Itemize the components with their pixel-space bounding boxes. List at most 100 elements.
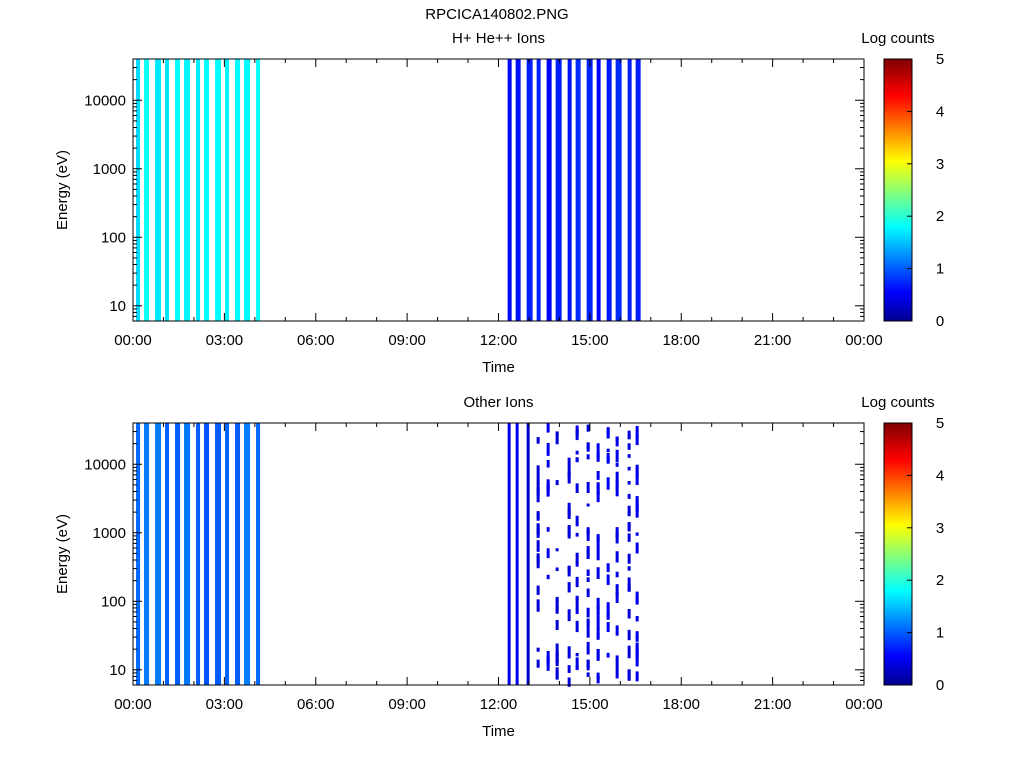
spectrogram-cell <box>627 481 631 485</box>
spectrogram-cell <box>536 495 540 503</box>
spectrogram-cell <box>627 645 631 659</box>
x-tick-label: 06:00 <box>297 332 335 349</box>
spectrogram-cell <box>615 437 619 442</box>
spectrogram-cell <box>586 481 590 493</box>
spectrogram-stripe <box>155 423 162 685</box>
data-segment-2 <box>507 423 639 687</box>
spectrogram-cell <box>627 436 631 440</box>
spectrogram-cell <box>586 659 590 671</box>
spectrogram-cell <box>615 655 619 667</box>
spectrogram-cell <box>586 607 590 618</box>
spectrogram-stripe <box>507 423 511 685</box>
spectrogram-stripe <box>196 59 201 321</box>
spectrogram-cell <box>536 523 540 535</box>
y-tick-label: 1000 <box>93 525 126 542</box>
spectrogram-cell <box>586 442 590 450</box>
spectrogram-cell <box>596 547 600 561</box>
spectrogram-cell <box>575 457 579 463</box>
spectrogram-stripe <box>184 59 191 321</box>
spectrogram-cell <box>627 577 631 589</box>
spectrogram-cell <box>627 493 631 499</box>
spectrogram-cell <box>635 506 639 518</box>
colorbar-tick-label: 4 <box>936 103 944 120</box>
spectrogram-cell <box>596 534 600 542</box>
spectrogram-stripe <box>136 423 141 685</box>
spectrogram-cell <box>627 609 631 619</box>
spectrogram-cell <box>575 515 579 527</box>
spectrogram-cell <box>615 571 619 578</box>
spectrogram-cell <box>575 552 579 564</box>
spectrogram-cell <box>575 561 579 567</box>
spectrogram-cell <box>615 625 619 636</box>
y-tick-label: 100 <box>101 229 126 246</box>
spectrogram-cell <box>635 644 639 657</box>
spectrogram-stripe <box>196 423 201 685</box>
spectrogram-cell <box>575 620 579 633</box>
spectrogram-cell <box>627 629 631 641</box>
spectrogram-cell <box>606 622 610 633</box>
spectrogram-cell <box>536 437 540 444</box>
spectrogram-cell <box>536 531 540 538</box>
spectrogram-cell <box>536 647 540 652</box>
y-axis-label: Energy (eV) <box>54 514 71 594</box>
spectrogram-cell <box>635 655 639 667</box>
colorbar-tick-label: 0 <box>936 313 944 330</box>
x-tick-label: 15:00 <box>571 696 609 713</box>
spectrogram-stripe <box>606 59 612 321</box>
x-axis-label: Time <box>482 359 515 376</box>
spectrogram-cell <box>606 652 610 658</box>
spectrogram-cell <box>635 635 639 639</box>
spectrogram-cell <box>615 531 619 544</box>
x-tick-label: 00:00 <box>114 332 152 349</box>
spectrogram-cell <box>536 512 540 520</box>
spectrogram-cell <box>635 532 639 536</box>
colorbar-tick-label: 2 <box>936 572 944 589</box>
spectrogram-stripe <box>235 59 241 321</box>
data-segment-1 <box>136 423 261 685</box>
x-tick-label: 09:00 <box>388 332 426 349</box>
spectrogram-cell <box>635 591 639 603</box>
spectrogram-cell <box>606 574 610 585</box>
spectrogram-cell <box>575 483 579 493</box>
spectrogram-cell <box>596 672 600 680</box>
spectrogram-cell <box>635 434 639 446</box>
spectrogram-cell <box>596 492 600 503</box>
spectrogram-cell <box>555 658 559 663</box>
colorbar-tick-label: 1 <box>936 625 944 642</box>
spectrogram-cell <box>615 449 619 462</box>
spectrogram-stripe <box>144 423 150 685</box>
spectrogram-cell <box>555 667 559 678</box>
plot-frame <box>132 58 865 322</box>
spectrogram-cell <box>606 563 610 573</box>
spectrogram-cell <box>615 551 619 563</box>
y-tick-label: 10 <box>109 298 126 315</box>
spectrogram-cell <box>575 576 579 588</box>
spectrogram-stripe <box>546 59 552 321</box>
spectrogram-cell <box>575 595 579 602</box>
spectrogram-cell <box>586 424 590 432</box>
spectrogram-stripe <box>165 423 170 685</box>
spectrogram-cell <box>567 582 571 593</box>
x-tick-label: 03:00 <box>206 332 244 349</box>
spectrogram-stripe <box>244 59 251 321</box>
spectrogram-cell <box>596 648 600 660</box>
spectrogram-cell <box>635 496 639 507</box>
spectrogram-cell <box>546 574 550 580</box>
spectrogram-stripe <box>184 423 191 685</box>
spectrogram-panel-2: Other Ions 00:00 03:00 06:00 09:00 12:00 15:00… <box>54 394 944 740</box>
spectrogram-cell <box>627 566 631 571</box>
spectrogram-stripe <box>575 59 581 321</box>
spectrogram-cell <box>567 502 571 516</box>
colorbar-tick-label: 3 <box>936 156 944 173</box>
spectrogram-cell <box>536 472 540 485</box>
x-tick-label: 21:00 <box>754 696 792 713</box>
spectrogram-stripe <box>507 59 512 321</box>
spectrogram-cell <box>586 569 590 576</box>
spectrogram-cell <box>536 540 540 552</box>
spectrogram-cell <box>627 522 631 531</box>
spectrogram-cell <box>536 585 540 595</box>
x-tick-label: 09:00 <box>388 696 426 713</box>
spectrogram-cell <box>596 675 600 684</box>
y-tick-label: 10 <box>109 662 126 679</box>
spectrogram-stripe <box>175 59 181 321</box>
